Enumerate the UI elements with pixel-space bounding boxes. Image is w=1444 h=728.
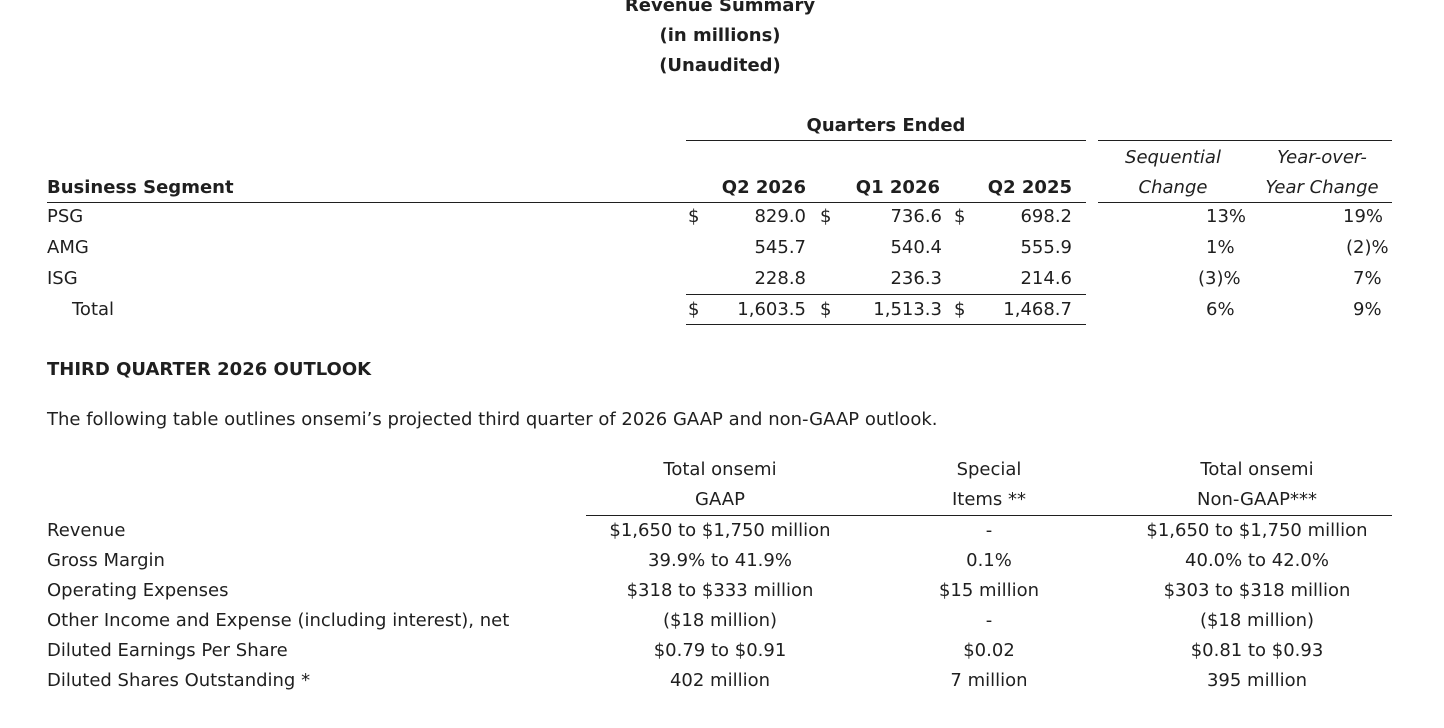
outlook-row-label: Revenue (47, 520, 126, 541)
change-header-rule (1098, 140, 1392, 141)
yoy-change-header-line2: Year Change (1265, 177, 1379, 198)
audit-status: (Unaudited) (659, 55, 781, 76)
currency-symbol: $ (954, 206, 966, 227)
outlook-gaap-value: $318 to $333 million (626, 580, 814, 601)
amg-sequential-change: 1% (1206, 237, 1235, 258)
segment-isg: ISG (47, 268, 78, 289)
report-title: Revenue Summary (624, 0, 816, 16)
outlook-gaap-value: ($18 million) (662, 610, 778, 631)
total-q2-2026: 1,603.5 (737, 299, 806, 320)
amg-yoy-change: (2)% (1346, 237, 1389, 258)
isg-q2-2026: 228.8 (754, 268, 806, 289)
outlook-special-value: $15 million (938, 580, 1040, 601)
non-gaap-header-line2: Non-GAAP*** (1197, 489, 1317, 510)
amg-q2-2026: 545.7 (754, 237, 806, 258)
amg-q2-2025: 555.9 (1020, 237, 1072, 258)
quarters-ended-rule (686, 140, 1086, 141)
total-overline (686, 294, 1086, 295)
total-q2-2025: 1,468.7 (1003, 299, 1072, 320)
isg-sequential-change: (3)% (1198, 268, 1241, 289)
amg-q1-2026: 540.4 (890, 237, 942, 258)
outlook-special-value: 0.1% (966, 550, 1012, 571)
gaap-header-line2: GAAP (695, 489, 745, 510)
special-items-header-line1: Special (956, 459, 1022, 480)
outlook-intro: The following table outlines onsemi’s pr… (47, 409, 938, 430)
outlook-heading: THIRD QUARTER 2026 OUTLOOK (47, 359, 372, 380)
total-q1-2026: 1,513.3 (873, 299, 942, 320)
currency-symbol: $ (820, 299, 832, 320)
outlook-non-gaap-value: $0.81 to $0.93 (1190, 640, 1324, 661)
outlook-non-gaap-value: 395 million (1206, 670, 1308, 691)
col-header-q2-2026: Q2 2026 (721, 177, 806, 198)
outlook-non-gaap-value: ($18 million) (1199, 610, 1315, 631)
header-underline-left (47, 202, 1086, 203)
currency-symbol: $ (820, 206, 832, 227)
outlook-non-gaap-value: 40.0% to 42.0% (1185, 550, 1329, 571)
outlook-non-gaap-value: $303 to $318 million (1163, 580, 1351, 601)
sequential-change-header-line2: Change (1138, 177, 1208, 198)
col-header-q1-2026: Q1 2026 (855, 177, 940, 198)
gaap-header-line1: Total onsemi (663, 459, 777, 480)
psg-q1-2026: 736.6 (890, 206, 942, 227)
outlook-special-value: $0.02 (963, 640, 1015, 661)
outlook-gaap-value: 402 million (669, 670, 771, 691)
outlook-special-value: 7 million (950, 670, 1028, 691)
outlook-special-value: - (985, 610, 993, 631)
outlook-row-label: Operating Expenses (47, 580, 229, 601)
isg-q1-2026: 236.3 (890, 268, 942, 289)
outlook-row-label: Diluted Shares Outstanding * (47, 670, 311, 691)
total-yoy-change: 9% (1353, 299, 1382, 320)
outlook-non-gaap-value: $1,650 to $1,750 million (1146, 520, 1368, 541)
segment-amg: AMG (47, 237, 89, 258)
outlook-row-label: Diluted Earnings Per Share (47, 640, 288, 661)
currency-symbol: $ (688, 206, 700, 227)
total-underline (686, 324, 1086, 325)
outlook-gaap-value: 39.9% to 41.9% (648, 550, 792, 571)
psg-q2-2025: 698.2 (1020, 206, 1072, 227)
col-header-q2-2025: Q2 2025 (987, 177, 1072, 198)
isg-q2-2025: 214.6 (1020, 268, 1072, 289)
segment-total: Total (72, 299, 115, 320)
psg-yoy-change: 19% (1343, 206, 1384, 227)
currency-symbol: $ (688, 299, 700, 320)
header-underline-right (1098, 202, 1392, 203)
isg-yoy-change: 7% (1353, 268, 1382, 289)
total-sequential-change: 6% (1206, 299, 1235, 320)
outlook-gaap-value: $0.79 to $0.91 (653, 640, 787, 661)
business-segment-header: Business Segment (47, 177, 234, 198)
sequential-change-header-line1: Sequential (1125, 147, 1221, 168)
non-gaap-header-line1: Total onsemi (1200, 459, 1314, 480)
psg-q2-2026: 829.0 (754, 206, 806, 227)
outlook-row-label: Gross Margin (47, 550, 165, 571)
outlook-row-label: Other Income and Expense (including inte… (47, 610, 510, 631)
psg-sequential-change: 13% (1206, 206, 1247, 227)
quarters-ended-header: Quarters Ended (806, 115, 966, 136)
yoy-change-header-line1: Year-over- (1277, 147, 1367, 168)
special-items-header-line2: Items ** (951, 489, 1027, 510)
currency-symbol: $ (954, 299, 966, 320)
outlook-gaap-value: $1,650 to $1,750 million (609, 520, 831, 541)
report-subtitle: (in millions) (659, 25, 781, 46)
segment-psg: PSG (47, 206, 84, 227)
outlook-special-value: - (985, 520, 993, 541)
outlook-header-rule (586, 515, 1392, 516)
